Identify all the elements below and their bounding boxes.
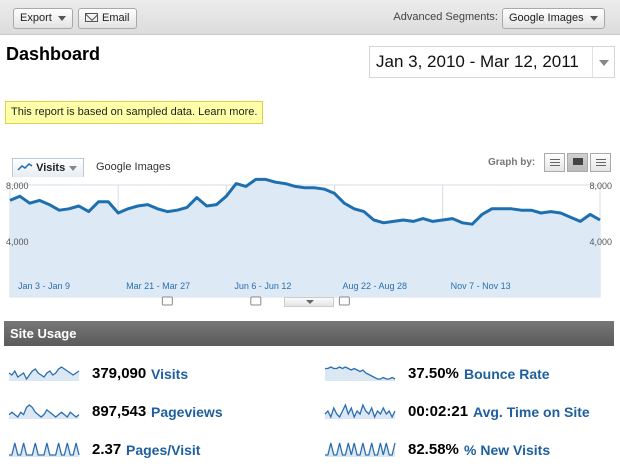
sparkline-line — [325, 366, 396, 380]
metric-tab-label: Visits — [36, 162, 66, 174]
sparkline — [325, 442, 396, 457]
metric-link[interactable]: Bounce Rate — [464, 366, 550, 382]
y-tick-label-left: 8,000 — [6, 181, 29, 191]
metric-link[interactable]: Pages/Visit — [126, 442, 201, 458]
y-tick-label-right: 4,000 — [589, 237, 612, 247]
metric-value: 37.50% — [408, 365, 459, 382]
visits-line — [9, 177, 601, 226]
metric-value: 00:02:21 — [408, 403, 469, 420]
segment-select[interactable]: Google Images — [502, 8, 605, 29]
graph-by-month-button[interactable] — [590, 153, 611, 172]
annotation-marker-icon[interactable] — [161, 296, 173, 306]
metric-new-visits: 82.58% % New Visits — [324, 437, 620, 465]
metric-value: 2.37 — [92, 441, 122, 458]
sparkline-line — [324, 403, 396, 419]
x-tick-label: Nov 7 - Nov 13 — [451, 281, 511, 291]
x-tick-label: Mar 21 - Mar 27 — [126, 281, 190, 291]
metric-pageviews: 897,543 Pageviews — [8, 399, 308, 427]
compare-segment-label: Google Images — [96, 161, 171, 173]
sparkline-area — [9, 405, 79, 419]
sparkline — [9, 442, 80, 457]
visits-area — [10, 179, 600, 297]
sparkline — [8, 404, 80, 419]
x-tick-label: Jan 3 - Jan 9 — [18, 281, 70, 291]
metric-value: 897,543 — [92, 403, 147, 420]
sparkline-line — [8, 404, 80, 418]
chevron-down-icon — [589, 15, 598, 21]
visits-chart: 8,000 8,000 4,000 4,000 Jan 3 - Jan 9 Mar 21 … — [6, 177, 612, 306]
sparkline-area — [325, 367, 395, 381]
metric-link[interactable]: % New Visits — [464, 442, 551, 458]
sparkline-line — [8, 366, 80, 381]
chevron-down-icon[interactable] — [592, 47, 614, 77]
y-tick-label-left: 4,000 — [6, 237, 29, 247]
metric-selector-tab[interactable]: Visits — [12, 158, 85, 177]
export-label: Export — [20, 12, 52, 24]
metric-link[interactable]: Avg. Time on Site — [473, 404, 590, 420]
x-tick-label: Aug 22 - Aug 28 — [343, 281, 408, 291]
sparkline — [8, 366, 80, 381]
toolbar: Export Email Advanced Segments: Google I… — [0, 0, 620, 35]
email-label: Email — [102, 12, 130, 24]
chart-collapse-handle[interactable] — [284, 297, 334, 307]
metric-value: 379,090 — [92, 365, 147, 382]
metric-visits: 379,090 Visits — [8, 361, 308, 389]
segment-value: Google Images — [509, 12, 584, 24]
export-button[interactable]: Export — [13, 8, 73, 29]
date-range-picker[interactable]: Jan 3, 2010 - Mar 12, 2011 — [369, 46, 615, 78]
annotation-marker-icon[interactable] — [338, 296, 350, 306]
metric-bounce-rate: 37.50% Bounce Rate — [324, 361, 620, 389]
graph-by-day-button[interactable] — [544, 153, 565, 172]
metric-value: 82.58% — [408, 441, 459, 458]
sampled-data-notice[interactable]: This report is based on sampled data. Le… — [5, 101, 264, 124]
x-tick-label: Jun 6 - Jun 12 — [234, 281, 291, 291]
sparkline-line — [9, 442, 80, 456]
sparkline-area — [325, 405, 395, 419]
line-chart-icon — [17, 163, 33, 171]
chevron-down-icon — [57, 15, 66, 21]
sparkline-area — [9, 367, 79, 381]
advanced-segments-label: Advanced Segments: — [393, 11, 498, 23]
graph-by-label: Graph by: — [488, 157, 536, 168]
metric-pages-visit: 2.37 Pages/Visit — [8, 437, 308, 465]
metric-link[interactable]: Pageviews — [151, 404, 223, 420]
email-button[interactable]: Email — [78, 8, 137, 29]
metric-avg-time-on-site: 00:02:21 Avg. Time on Site — [324, 399, 620, 427]
date-range-text: Jan 3, 2010 - Mar 12, 2011 — [376, 52, 579, 71]
page-title: Dashboard — [6, 44, 101, 64]
chevron-down-icon — [69, 165, 78, 171]
sparkline — [324, 403, 396, 419]
sparkline-line — [325, 442, 396, 456]
envelope-icon — [85, 13, 98, 22]
graph-by-week-button[interactable] — [567, 153, 588, 172]
sparkline — [325, 366, 396, 381]
site-usage-header: Site Usage — [4, 321, 614, 346]
annotation-marker-icon[interactable] — [250, 296, 262, 306]
metric-link[interactable]: Visits — [151, 366, 189, 382]
y-tick-label-right: 8,000 — [589, 181, 612, 191]
sparkline-area — [325, 443, 395, 457]
